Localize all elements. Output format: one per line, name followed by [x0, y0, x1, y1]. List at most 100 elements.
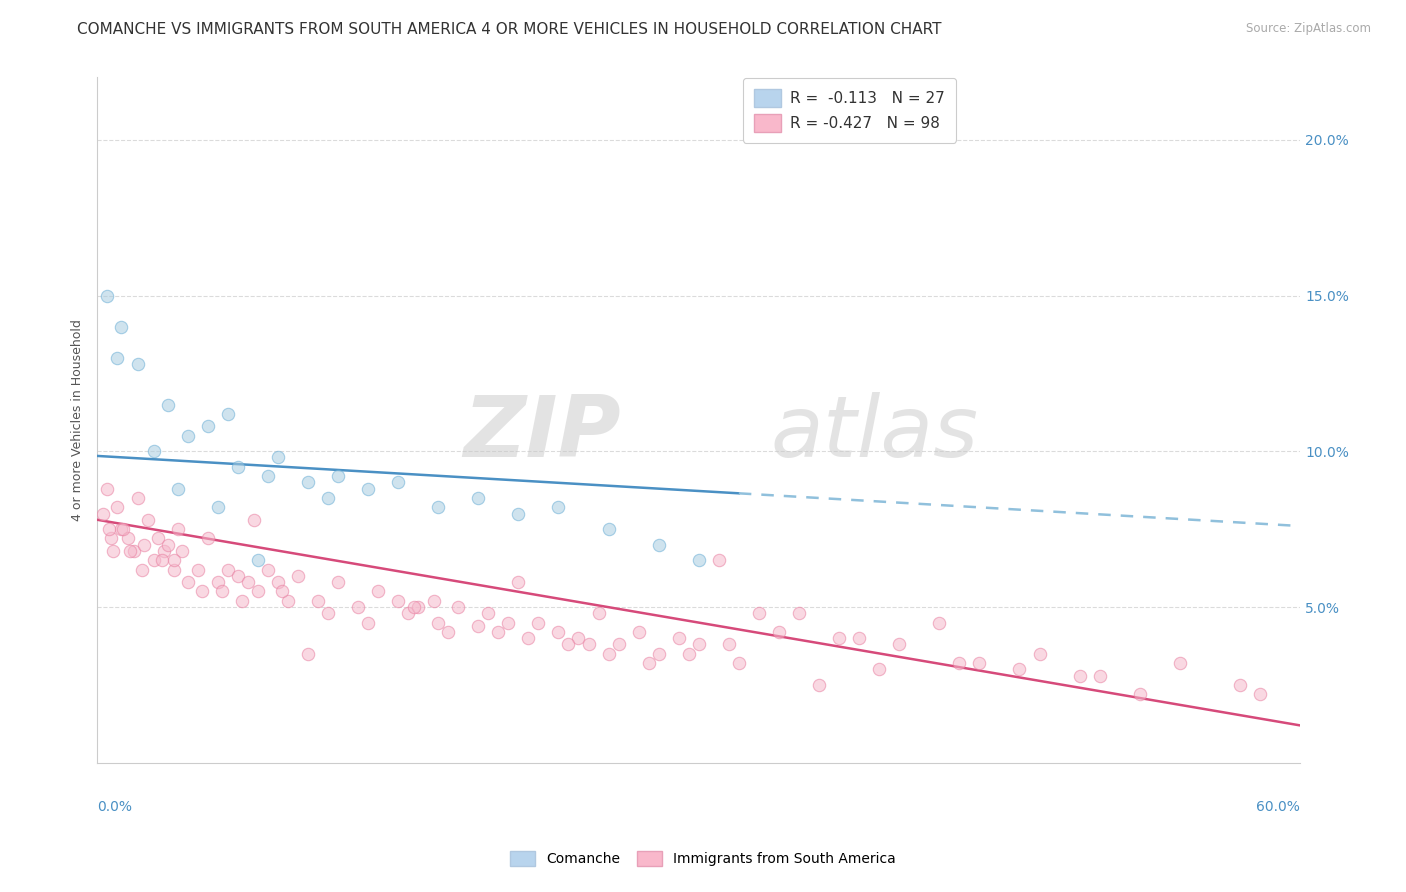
Point [688, 637, 710, 651]
Point [136, 513, 159, 527]
Point [637, 656, 659, 670]
Text: ZIP: ZIP [463, 392, 620, 475]
Point [96, 288, 118, 302]
Point [427, 615, 450, 630]
Point [176, 575, 198, 590]
Point [132, 538, 155, 552]
Point [162, 553, 184, 567]
Point [211, 584, 233, 599]
Point [103, 544, 125, 558]
Point [848, 631, 870, 645]
Legend: Comanche, Immigrants from South America: Comanche, Immigrants from South America [505, 846, 901, 871]
Point [727, 656, 749, 670]
Point [868, 662, 890, 676]
Point [156, 538, 179, 552]
Point [347, 600, 370, 615]
Point [166, 522, 188, 536]
Point [166, 482, 188, 496]
Legend: R =  -0.113   N = 27, R = -0.427   N = 98: R = -0.113 N = 27, R = -0.427 N = 98 [742, 78, 956, 143]
Text: COMANCHE VS IMMIGRANTS FROM SOUTH AMERICA 4 OR MORE VEHICLES IN HOUSEHOLD CORREL: COMANCHE VS IMMIGRANTS FROM SOUTH AMERIC… [77, 22, 942, 37]
Point [1028, 647, 1050, 661]
Point [110, 319, 132, 334]
Point [387, 475, 409, 490]
Point [889, 637, 911, 651]
Point [717, 637, 740, 651]
Point [1168, 656, 1191, 670]
Point [118, 544, 141, 558]
Point [297, 647, 319, 661]
Point [467, 618, 489, 632]
Point [357, 482, 380, 496]
Point [197, 532, 219, 546]
Point [146, 532, 169, 546]
Point [316, 607, 339, 621]
Point [969, 656, 991, 670]
Point [688, 553, 710, 567]
Point [190, 584, 212, 599]
Point [326, 469, 349, 483]
Point [107, 351, 129, 365]
Point [246, 553, 269, 567]
Point [508, 507, 530, 521]
Point [1008, 662, 1031, 676]
Point [1069, 668, 1091, 682]
Text: 60.0%: 60.0% [1256, 800, 1301, 814]
Point [678, 647, 700, 661]
Point [100, 532, 122, 546]
Point [357, 615, 380, 630]
Point [170, 544, 193, 558]
Point [367, 584, 389, 599]
Point [477, 607, 499, 621]
Point [527, 615, 550, 630]
Point [127, 491, 149, 505]
Point [486, 624, 509, 639]
Point [226, 459, 249, 474]
Point [307, 594, 329, 608]
Point [117, 532, 139, 546]
Point [1249, 687, 1271, 701]
Point [607, 637, 630, 651]
Point [150, 553, 173, 567]
Point [396, 607, 419, 621]
Point [948, 656, 970, 670]
Point [256, 469, 278, 483]
Point [231, 594, 253, 608]
Point [277, 594, 299, 608]
Point [598, 522, 620, 536]
Point [808, 678, 831, 692]
Point [187, 563, 209, 577]
Point [112, 522, 135, 536]
Point [256, 563, 278, 577]
Point [427, 500, 450, 515]
Point [1129, 687, 1152, 701]
Text: atlas: atlas [770, 392, 979, 475]
Point [142, 444, 165, 458]
Point [498, 615, 520, 630]
Point [423, 594, 446, 608]
Point [588, 607, 610, 621]
Point [787, 607, 810, 621]
Point [647, 647, 669, 661]
Point [316, 491, 339, 505]
Point [928, 615, 950, 630]
Point [197, 419, 219, 434]
Point [162, 563, 184, 577]
Point [270, 584, 292, 599]
Point [406, 600, 429, 615]
Point [627, 624, 650, 639]
Point [567, 631, 589, 645]
Point [142, 553, 165, 567]
Point [437, 624, 460, 639]
Point [467, 491, 489, 505]
Point [598, 647, 620, 661]
Point [131, 563, 153, 577]
Point [508, 575, 530, 590]
Point [447, 600, 470, 615]
Point [246, 584, 269, 599]
Point [207, 575, 229, 590]
Point [96, 482, 118, 496]
Y-axis label: 4 or more Vehicles in Household: 4 or more Vehicles in Household [72, 319, 84, 521]
Point [647, 538, 669, 552]
Point [748, 607, 770, 621]
Point [547, 624, 569, 639]
